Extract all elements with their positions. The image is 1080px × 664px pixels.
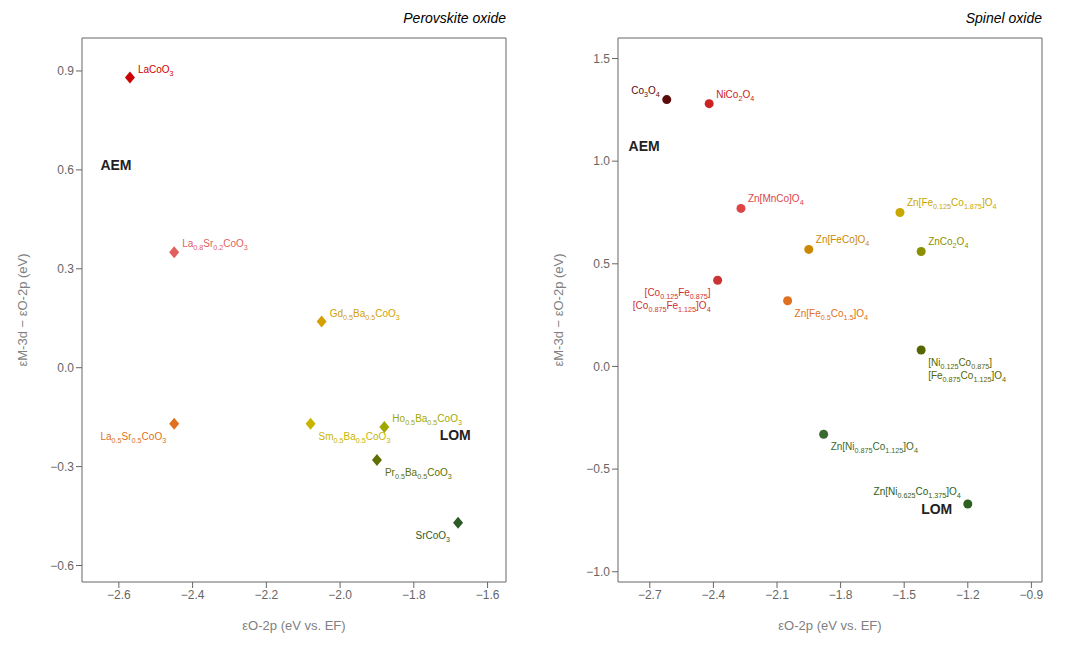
svg-text:−2.1: −2.1 (765, 588, 789, 602)
svg-text:εO-2p (eV vs. EF): εO-2p (eV vs. EF) (778, 618, 881, 633)
svg-text:Zn[Fe0.5Co1.5]O4: Zn[Fe0.5Co1.5]O4 (795, 308, 868, 322)
svg-text:[Fe0.875Co1.125]O4: [Fe0.875Co1.125]O4 (928, 370, 1006, 384)
svg-text:0.0: 0.0 (57, 361, 74, 375)
html-text:Spinel oxide: Spinel oxide (965, 10, 1042, 26)
svg-text:SrCoO3: SrCoO3 (416, 530, 451, 544)
svg-text:Gd0.5Ba0.5CoO3: Gd0.5Ba0.5CoO3 (330, 308, 400, 322)
svg-text:0.3: 0.3 (57, 262, 74, 276)
svg-text:−1.8: −1.8 (829, 588, 853, 602)
svg-text:−2.0: −2.0 (328, 588, 352, 602)
svg-text:−2.4: −2.4 (702, 588, 726, 602)
svg-text:AEM: AEM (100, 157, 131, 173)
svg-text:εM-3d − εO-2p (eV): εM-3d − εO-2p (eV) (551, 253, 566, 366)
svg-text:−0.5: −0.5 (586, 462, 610, 476)
svg-text:1.0: 1.0 (593, 154, 610, 168)
svg-text:[Ni0.125Co0.875]: [Ni0.125Co0.875] (928, 357, 992, 371)
svg-text:AEM: AEM (629, 138, 660, 154)
svg-text:Sm0.5Ba0.5CoO3: Sm0.5Ba0.5CoO3 (319, 431, 391, 445)
svg-text:−1.5: −1.5 (892, 588, 916, 602)
svg-text:Co3O4: Co3O4 (631, 85, 660, 99)
svg-text:−1.6: −1.6 (476, 588, 500, 602)
svg-text:εM-3d − εO-2p (eV): εM-3d − εO-2p (eV) (15, 253, 30, 366)
svg-text:0.6: 0.6 (57, 163, 74, 177)
svg-text:La0.8Sr0.2CoO3: La0.8Sr0.2CoO3 (182, 238, 248, 252)
svg-text:−2.6: −2.6 (107, 588, 131, 602)
svg-text:0.9: 0.9 (57, 64, 74, 78)
html-text:Perovskite oxide: Perovskite oxide (403, 10, 506, 26)
svg-text:−0.6: −0.6 (50, 559, 74, 573)
svg-text:[Co0.125Fe0.875]: [Co0.125Fe0.875] (644, 287, 711, 302)
svg-text:Zn[FeCo]O4: Zn[FeCo]O4 (816, 234, 869, 248)
svg-text:−1.2: −1.2 (956, 588, 980, 602)
svg-text:LaCoO3: LaCoO3 (138, 64, 174, 78)
svg-text:Pr0.5Ba0.5CoO3: Pr0.5Ba0.5CoO3 (385, 467, 452, 481)
svg-text:NiCo2O4: NiCo2O4 (716, 89, 754, 103)
svg-text:−1.0: −1.0 (586, 565, 610, 579)
svg-text:Zn[Fe0.125Co1.875]O4: Zn[Fe0.125Co1.875]O4 (907, 197, 996, 211)
svg-text:LOM: LOM (921, 501, 952, 517)
svg-text:−0.3: −0.3 (50, 460, 74, 474)
svg-text:La0.5Sr0.5CoO3: La0.5Sr0.5CoO3 (100, 431, 166, 445)
svg-text:[Co0.875Fe1.125]O4: [Co0.875Fe1.125]O4 (633, 300, 711, 314)
svg-text:Zn[Ni0.875Co1.125]O4: Zn[Ni0.875Co1.125]O4 (831, 441, 918, 455)
svg-text:Ho0.5Ba0.5CoO3: Ho0.5Ba0.5CoO3 (392, 413, 462, 427)
svg-text:−2.7: −2.7 (638, 588, 662, 602)
svg-text:εO-2p (eV vs. EF): εO-2p (eV vs. EF) (242, 618, 345, 633)
svg-text:−2.2: −2.2 (254, 588, 278, 602)
svg-text:LOM: LOM (440, 427, 471, 443)
svg-text:0.5: 0.5 (593, 257, 610, 271)
svg-text:Zn[MnCo]O4: Zn[MnCo]O4 (748, 193, 804, 207)
svg-text:−2.4: −2.4 (181, 588, 205, 602)
svg-text:−0.9: −0.9 (1020, 588, 1044, 602)
svg-text:−1.8: −1.8 (402, 588, 426, 602)
svg-text:0.0: 0.0 (593, 360, 610, 374)
svg-text:Zn[Ni0.625Co1.375]O4: Zn[Ni0.625Co1.375]O4 (874, 486, 961, 500)
svg-text:ZnCo2O4: ZnCo2O4 (928, 236, 968, 250)
svg-text:1.5: 1.5 (593, 52, 610, 66)
